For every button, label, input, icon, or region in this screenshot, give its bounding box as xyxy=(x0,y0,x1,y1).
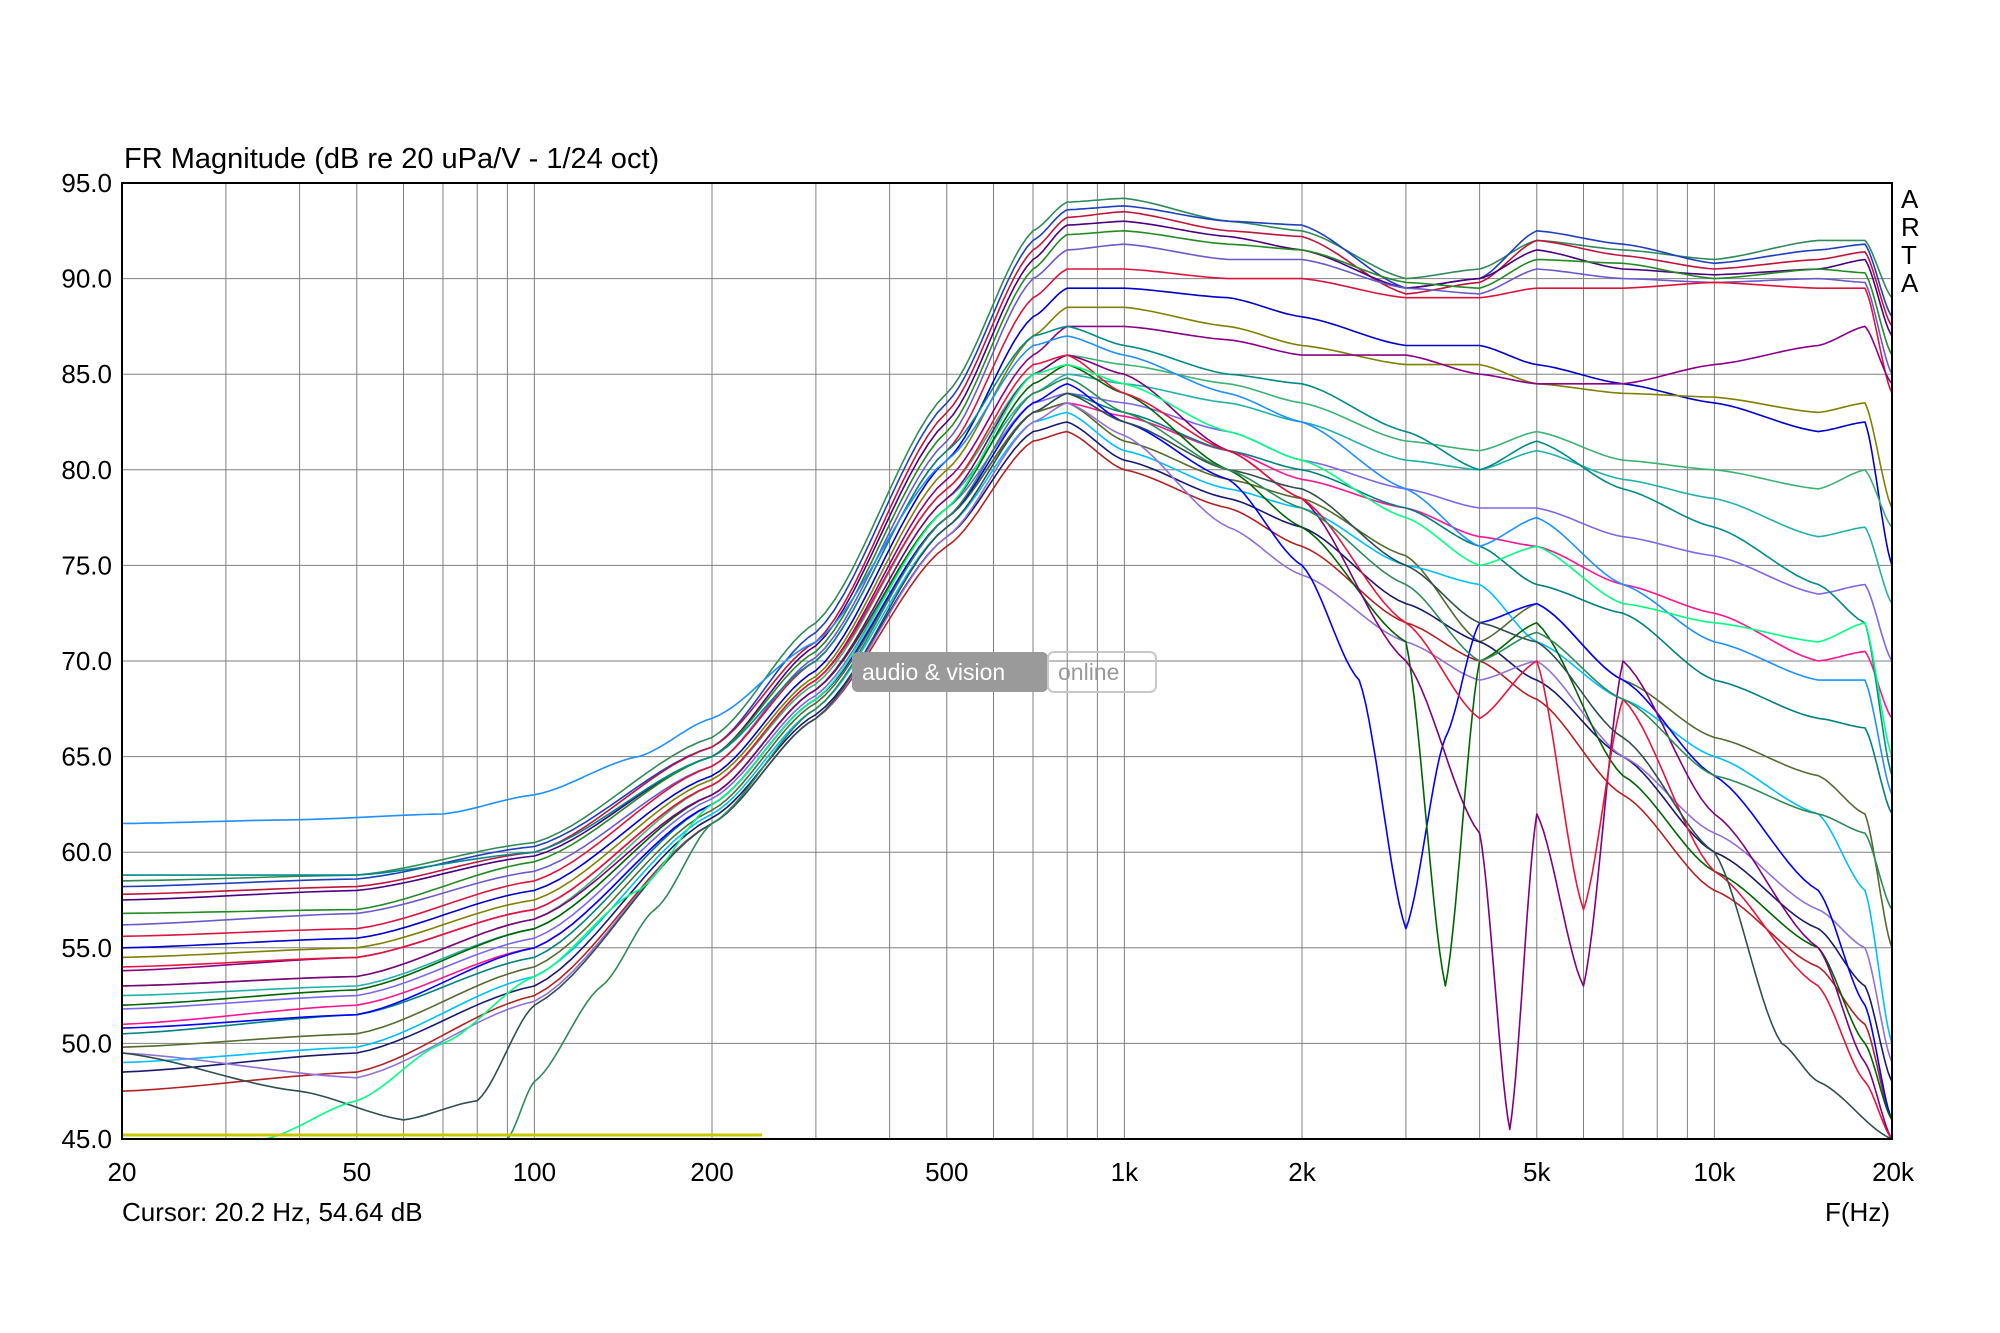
series-line-2 xyxy=(122,205,1892,888)
x-tick-label: 2k xyxy=(1288,1157,1316,1187)
x-tick-label: 1k xyxy=(1111,1157,1139,1187)
x-tick-label: 500 xyxy=(925,1157,968,1187)
plot-frame xyxy=(121,182,1893,1140)
arta-label: A R T A xyxy=(1901,184,1920,298)
watermark: audio & vision online xyxy=(852,651,1157,693)
series-line-17 xyxy=(122,411,1892,1064)
arta-letter-a2: A xyxy=(1901,268,1919,298)
y-axis-ticks: 95.0 90.0 85.0 80.0 75.0 70.0 65.0 60.0 55.0 50.0… xyxy=(61,168,112,1154)
series-line-19 xyxy=(122,430,1892,1121)
chart-title: FR Magnitude (dB re 20 uPa/V - 1/24 oct) xyxy=(124,143,659,175)
x-tick-label: 50 xyxy=(342,1157,371,1187)
arta-letter-t: T xyxy=(1901,240,1917,270)
x-tick-label: 200 xyxy=(690,1157,733,1187)
series-line-7 xyxy=(122,268,1892,938)
y-tick-label: 60.0 xyxy=(61,837,112,867)
x-tick-label: 20 xyxy=(108,1157,137,1187)
series-line-27 xyxy=(122,335,1892,825)
x-tick-label: 5k xyxy=(1523,1157,1551,1187)
watermark-right-text: online xyxy=(1058,659,1119,685)
watermark-left-bg xyxy=(852,652,1048,692)
series-line-21 xyxy=(122,383,1892,1121)
cursor-readout: Cursor: 20.2 Hz, 54.64 dB xyxy=(122,1197,423,1227)
y-tick-label: 75.0 xyxy=(61,550,112,580)
series-line-25 xyxy=(122,392,1892,1139)
watermark-left-text: audio & vision xyxy=(862,659,1005,685)
series-line-24 xyxy=(122,354,1892,1139)
y-tick-label: 80.0 xyxy=(61,455,112,485)
x-axis-ticks: 20 50 100 200 500 1k 2k 5k 10k 20k xyxy=(108,1157,1915,1187)
x-tick-label: 10k xyxy=(1693,1157,1736,1187)
x-tick-label: 100 xyxy=(513,1157,556,1187)
y-tick-label: 70.0 xyxy=(61,646,112,676)
arta-letter-a1: A xyxy=(1901,184,1919,214)
arta-letter-r: R xyxy=(1901,212,1920,242)
series-line-8 xyxy=(122,287,1892,949)
series-line-4 xyxy=(122,220,1892,901)
x-tick-label: 20k xyxy=(1872,1157,1915,1187)
series-layer xyxy=(122,197,1892,1139)
x-axis-unit-label: F(Hz) xyxy=(1825,1197,1890,1227)
series-line-28 xyxy=(265,363,1892,1139)
series-line-3 xyxy=(122,210,1892,896)
y-tick-label: 85.0 xyxy=(61,359,112,389)
y-tick-label: 50.0 xyxy=(61,1028,112,1058)
y-tick-label: 55.0 xyxy=(61,933,112,963)
y-tick-label: 65.0 xyxy=(61,742,112,772)
watermark-right-frame xyxy=(1047,651,1157,693)
series-line-9 xyxy=(122,306,1892,959)
y-tick-label: 95.0 xyxy=(61,168,112,198)
series-line-29 xyxy=(506,377,1892,1139)
series-line-26 xyxy=(122,325,1892,876)
y-tick-label: 90.0 xyxy=(61,264,112,294)
series-line-5 xyxy=(122,230,1892,915)
series-line-23 xyxy=(122,354,1892,1139)
y-tick-label: 45.0 xyxy=(61,1124,112,1154)
series-line-14 xyxy=(122,402,1892,1026)
